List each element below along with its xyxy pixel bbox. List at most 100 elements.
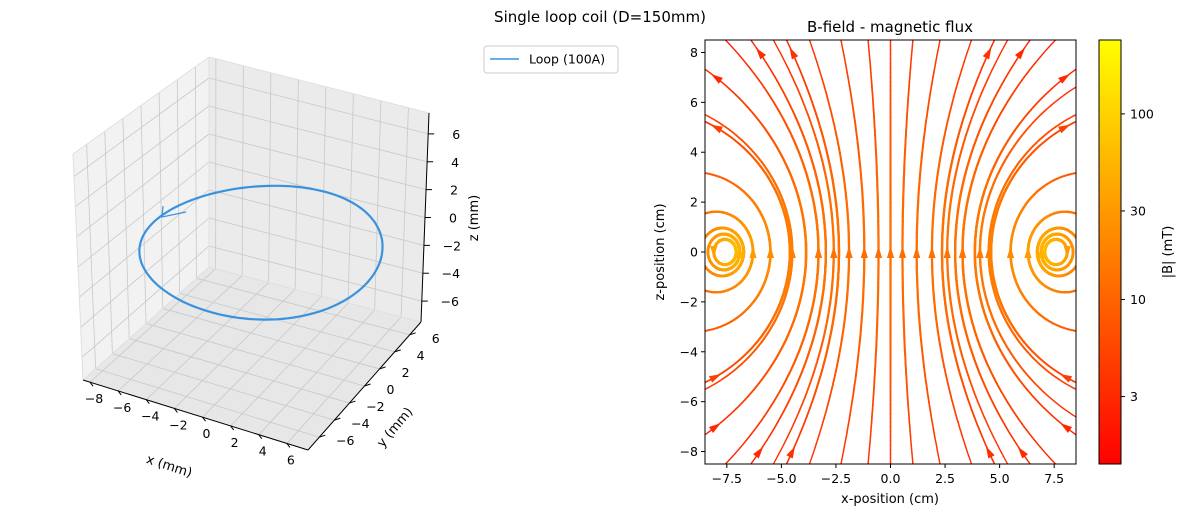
stream-segment — [1074, 289, 1076, 292]
stream-segment — [700, 120, 704, 122]
x-tick-label-2d: 2.5 — [935, 471, 955, 486]
stream-segment — [967, 44, 971, 51]
stream-segment — [1072, 172, 1076, 175]
stream-segment — [710, 426, 716, 431]
y-tick-label-2d: −6 — [680, 394, 698, 409]
stream-segment — [1075, 238, 1076, 240]
stream-segment — [1031, 465, 1034, 469]
stream-segment — [840, 40, 843, 47]
stream-segment — [705, 289, 707, 292]
grid-line — [208, 77, 429, 135]
stream-segment — [990, 455, 994, 461]
grid-line — [80, 217, 210, 328]
stream-segment — [1045, 453, 1050, 458]
stream-segment — [1081, 118, 1083, 119]
stream-segment — [1031, 436, 1036, 442]
stream-segment — [748, 465, 751, 469]
y-tick-label-3d: 6 — [432, 331, 440, 346]
stream-segment — [1023, 72, 1028, 78]
stream-segment — [705, 434, 706, 436]
stream-segment — [842, 445, 846, 452]
y-axis-label-2d: z-position (cm) — [653, 203, 668, 300]
stream-segment — [728, 456, 733, 461]
stream-segment — [705, 264, 706, 266]
x-tick-label-3d: −6 — [113, 400, 131, 415]
stream-segment — [750, 460, 754, 464]
stream-segment — [1000, 451, 1005, 458]
loop-line — [138, 184, 384, 321]
x-tick-3d — [286, 443, 291, 448]
stream-segment — [698, 216, 700, 217]
stream-segment — [1069, 70, 1075, 74]
colorbar-tick-label: 3 — [1130, 389, 1138, 404]
stream-lines — [698, 32, 1084, 470]
stream-segment — [725, 459, 730, 464]
stream-segment — [705, 172, 709, 175]
colorbar: 3 10 30 100 |B| (mT) — [1098, 39, 1176, 465]
stream-segment — [787, 455, 791, 461]
stream-segment — [1077, 66, 1080, 68]
y-tick-3d — [364, 383, 371, 387]
stream-segment — [1031, 466, 1034, 470]
stream-segment — [707, 429, 713, 434]
stream-segment — [1057, 466, 1060, 469]
stream-segment — [1001, 45, 1005, 51]
stream-segment — [745, 32, 747, 34]
y-tick-3d — [319, 434, 326, 438]
stream-segment — [766, 435, 770, 441]
stream-segment — [750, 69, 755, 75]
stream-segment — [1080, 252, 1081, 257]
stream-segment — [1037, 443, 1042, 448]
stream-arrow — [710, 73, 723, 84]
grid-line — [79, 189, 210, 298]
stream-segment — [784, 61, 788, 67]
axes-3d: Loop (100A) −8−6−4−20246−6−4−20246−6−4−2… — [72, 45, 619, 481]
stream-segment — [1081, 83, 1083, 84]
stream-segment — [840, 458, 843, 464]
stream-segment — [784, 465, 786, 469]
legend-box — [483, 45, 619, 74]
stream-segment — [1034, 32, 1036, 34]
stream-arrow — [958, 246, 967, 258]
stream-segment — [812, 446, 816, 453]
stream-segment — [1031, 62, 1036, 68]
x-tick-label-3d: 6 — [287, 452, 295, 467]
stream-segment — [1077, 120, 1081, 122]
stream-segment — [1037, 56, 1042, 61]
stream-segment — [698, 287, 702, 289]
stream-segment — [1081, 118, 1084, 119]
stream-segment — [791, 447, 795, 453]
x-axis-label-3d: x (mm) — [144, 452, 194, 481]
grid-line — [162, 308, 380, 370]
stream-segment — [1053, 82, 1059, 87]
stream-arrow — [830, 246, 838, 258]
stream-segment — [769, 33, 770, 36]
stream-segment — [700, 214, 704, 216]
stream-segment — [1080, 247, 1081, 252]
stream-segment — [742, 440, 747, 445]
stream-segment — [721, 466, 724, 469]
stream-segment — [1079, 257, 1080, 261]
stream-segment — [742, 59, 747, 64]
pane-left — [73, 57, 209, 380]
x-axis-label-2d: x-position (cm) — [841, 492, 939, 507]
colorbar-tick-label: 10 — [1130, 292, 1146, 307]
stream-segment — [767, 64, 772, 71]
stream-segment — [1032, 34, 1035, 37]
stream-segment — [774, 455, 779, 461]
stream-segment — [1018, 446, 1022, 452]
stream-segment — [1059, 421, 1064, 426]
stream-segment — [980, 63, 985, 70]
figure-suptitle: Single loop coil (D=150mm) — [494, 8, 706, 26]
y-tick-label-3d: 0 — [387, 382, 395, 397]
stream-segment — [997, 53, 1001, 59]
x-tick-label-3d: 2 — [231, 435, 239, 450]
stream-segment — [701, 257, 702, 261]
stream-arrow — [814, 246, 823, 258]
stream-segment — [1075, 264, 1076, 266]
stream-segment — [1026, 430, 1031, 435]
stream-segment — [1075, 238, 1076, 240]
stream-segment — [1081, 65, 1083, 67]
stream-segment — [783, 33, 785, 37]
x-tick-3d — [117, 390, 122, 396]
